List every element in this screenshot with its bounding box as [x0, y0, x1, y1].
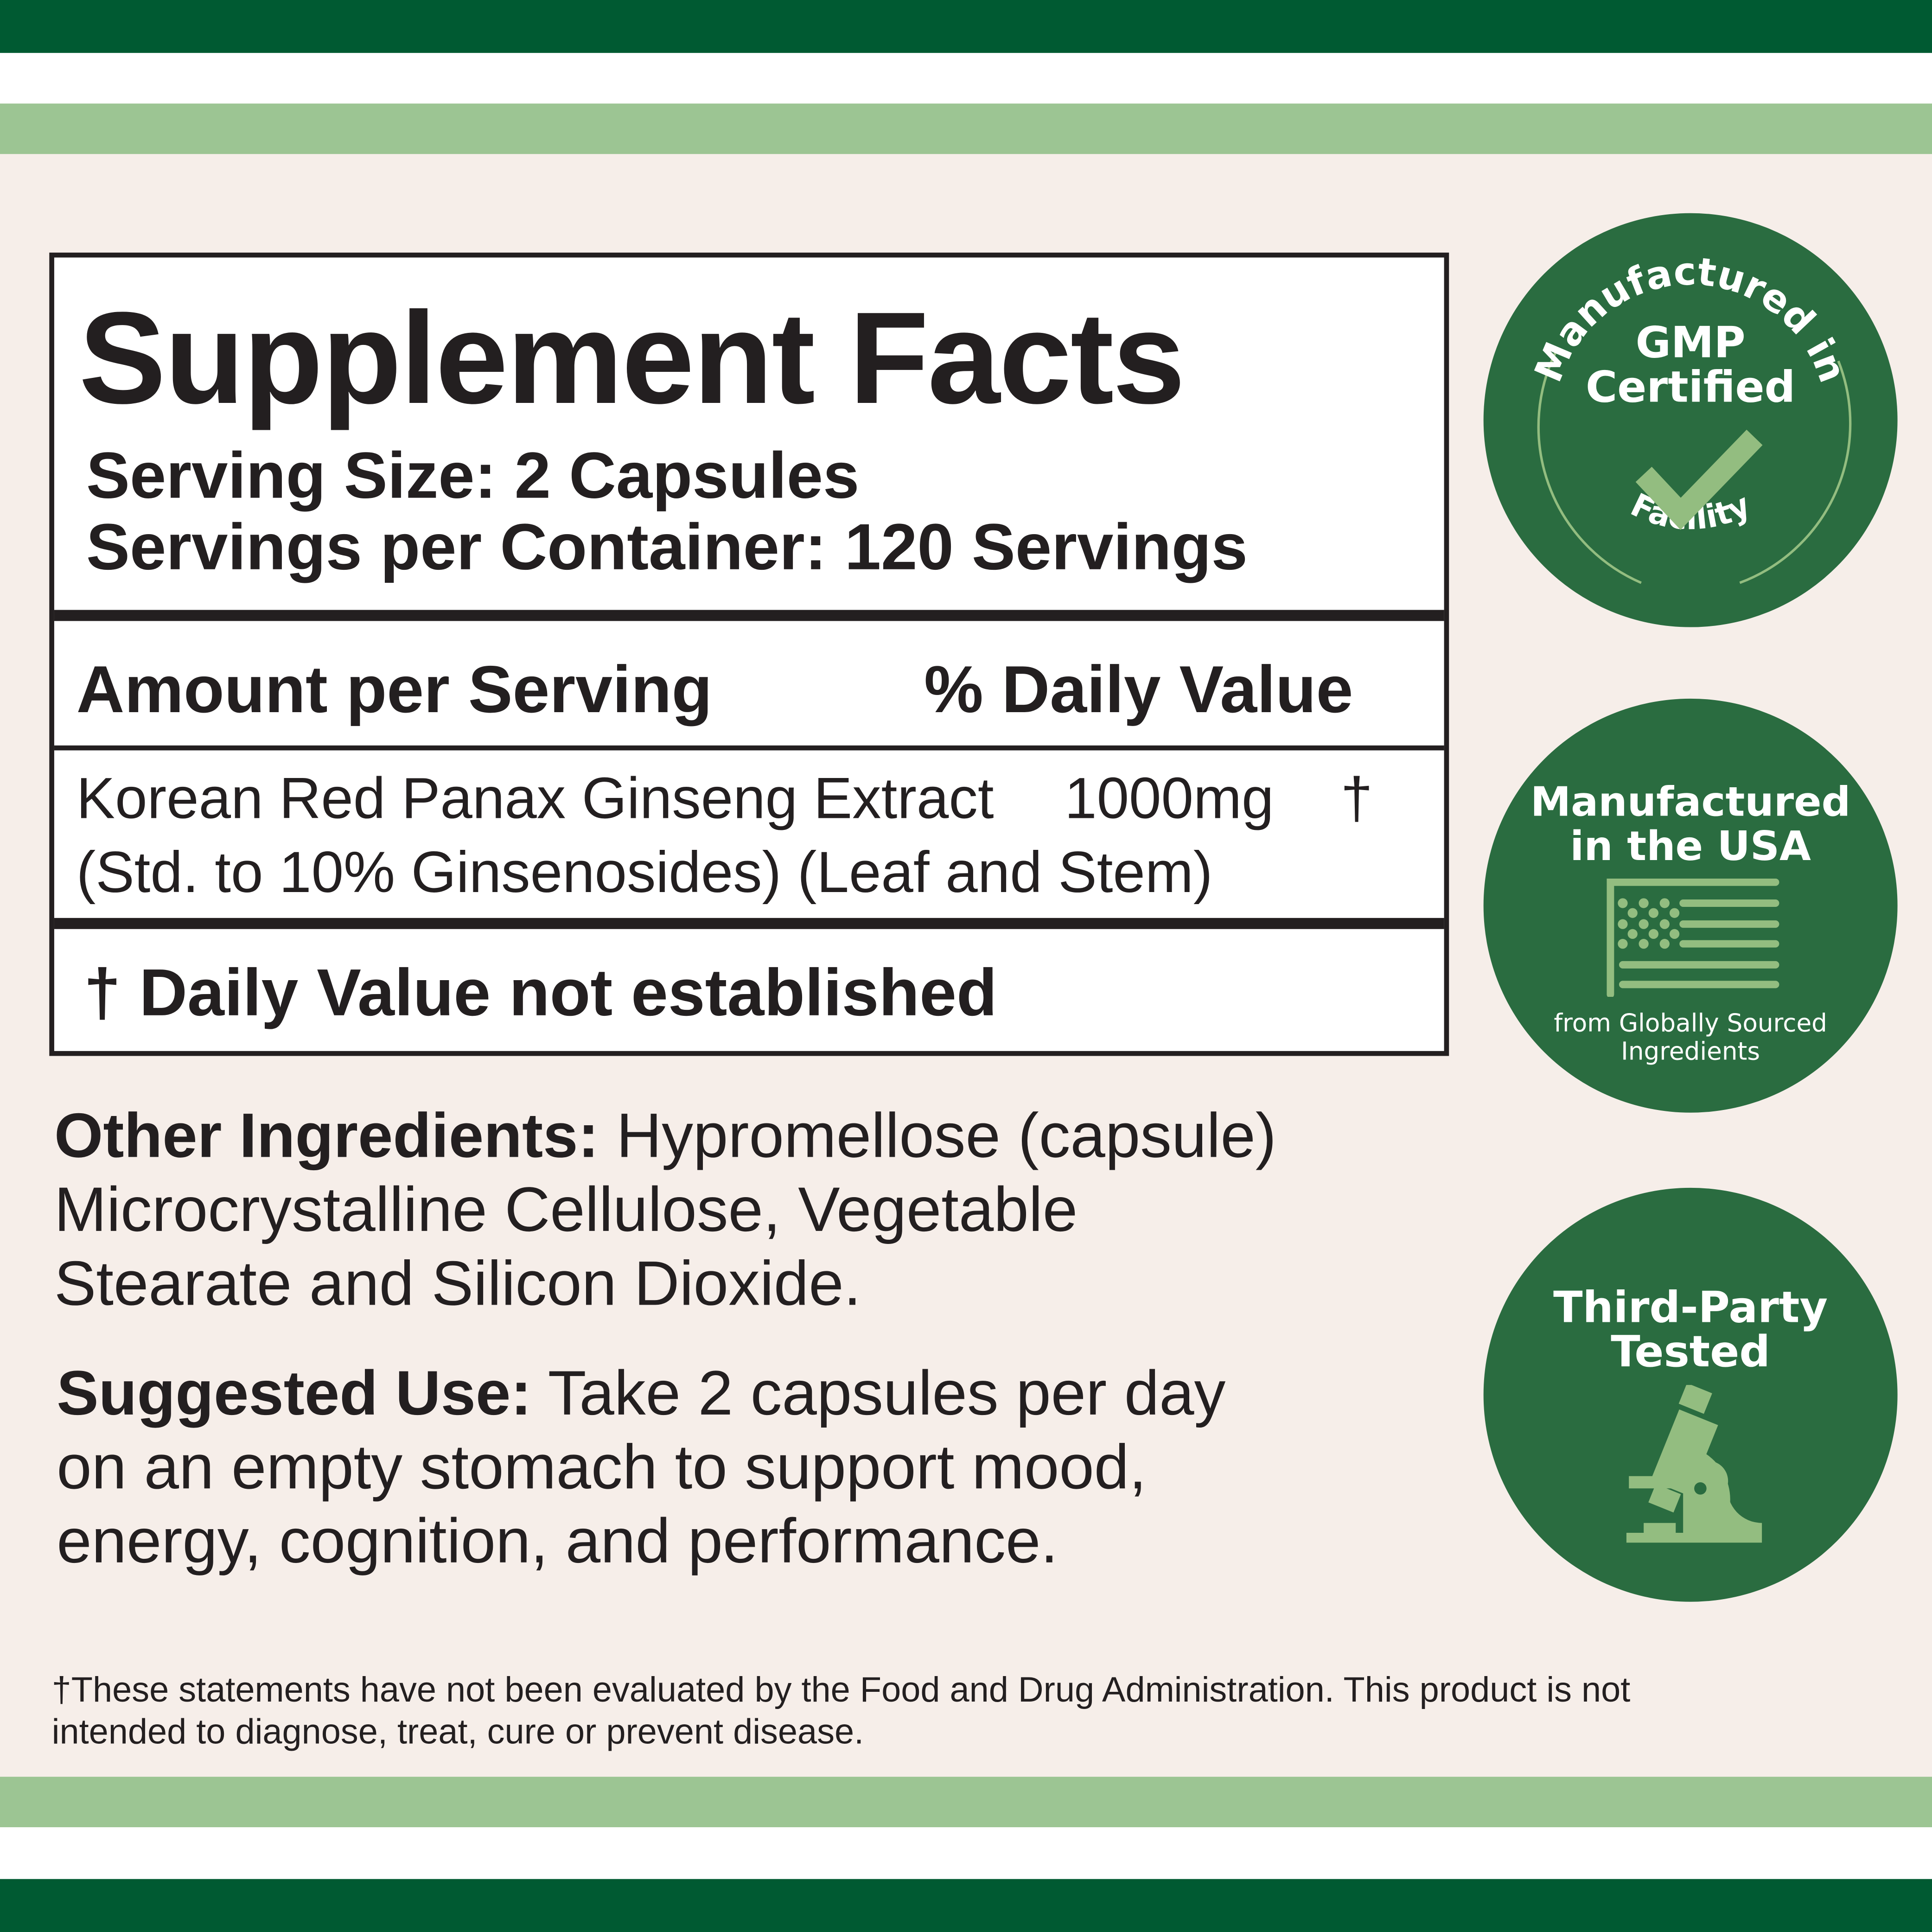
ingredient-detail: (Std. to 10% Ginsenosides) (Leaf and Ste… — [76, 839, 1213, 905]
thick-divider — [54, 610, 1444, 621]
tested-line2: Tested — [1611, 1328, 1770, 1378]
other-line: Microcrystalline Cellulose, Vegetable — [54, 1174, 1078, 1245]
gmp-badge-arcs: Manufactured in Facility — [1526, 249, 1855, 584]
other-line: Stearate and Silicon Dioxide. — [54, 1248, 861, 1319]
bottom-white-band — [0, 1827, 1932, 1879]
use-line: on an empty stomach to support mood, — [57, 1432, 1147, 1502]
thick-divider — [54, 918, 1444, 929]
divider — [54, 745, 1444, 751]
use-line: energy, cognition, and performance. — [57, 1505, 1058, 1576]
microscope-icon — [1626, 1385, 1762, 1543]
use-line: Take 2 capsules per day — [531, 1358, 1226, 1428]
serving-size: Serving Size: 2 Capsules — [86, 440, 860, 513]
servings-per-container: Servings per Container: 120 Servings — [86, 511, 1248, 584]
amount-per-serving-header: Amount per Serving — [76, 653, 713, 727]
supplement-facts-panel: Supplement Facts Serving Size: 2 Capsule… — [49, 252, 1449, 1056]
made-in-usa-badge: Manufactured in the USA from Globally So… — [1483, 698, 1898, 1113]
suggested-use-label: Suggested Use: — [57, 1358, 532, 1428]
daily-value-header: % Daily Value — [924, 653, 1353, 727]
ingredient-dv: † — [1340, 765, 1373, 831]
usa-sub1: from Globally Sourced — [1554, 1007, 1827, 1038]
ingredient-amount: 1000mg — [1065, 765, 1274, 831]
disclaimer-line: †These statements have not been evaluate… — [51, 1671, 1631, 1710]
facts-title: Supplement Facts — [79, 286, 1185, 432]
gmp-line2: Certified — [1586, 363, 1796, 413]
checkmark-icon — [1635, 429, 1763, 530]
top-light-band — [0, 103, 1932, 154]
gmp-line1: GMP — [1635, 319, 1746, 369]
tested-line1: Third-Party — [1553, 1284, 1828, 1333]
usa-sub2: Ingredients — [1621, 1036, 1760, 1066]
other-ingredients-label: Other Ingredients: — [54, 1100, 599, 1171]
bottom-dark-band — [0, 1879, 1932, 1932]
daily-value-note: † Daily Value not established — [83, 956, 997, 1030]
suggested-use: Suggested Use: Take 2 capsules per day o… — [57, 1357, 1225, 1578]
ingredient-name: Korean Red Panax Ginseng Extract — [76, 765, 994, 831]
fda-disclaimer: †These statements have not been evaluate… — [52, 1670, 1631, 1753]
gmp-certified-badge: Manufactured in Facility GMP Certified — [1483, 213, 1898, 627]
top-dark-band — [0, 0, 1932, 53]
us-flag-icon — [1607, 878, 1779, 997]
top-white-band — [0, 53, 1932, 104]
other-ingredients: Other Ingredients: Hypromellose (capsule… — [54, 1099, 1276, 1321]
third-party-tested-badge: Third-Party Tested — [1483, 1187, 1898, 1602]
disclaimer-line: intended to diagnose, treat, cure or pre… — [51, 1712, 864, 1753]
bottom-light-band — [0, 1777, 1932, 1828]
other-line: Hypromellose (capsule) — [599, 1100, 1276, 1171]
usa-line2: in the USA — [1570, 822, 1811, 870]
usa-line1: Manufactured — [1530, 777, 1851, 826]
